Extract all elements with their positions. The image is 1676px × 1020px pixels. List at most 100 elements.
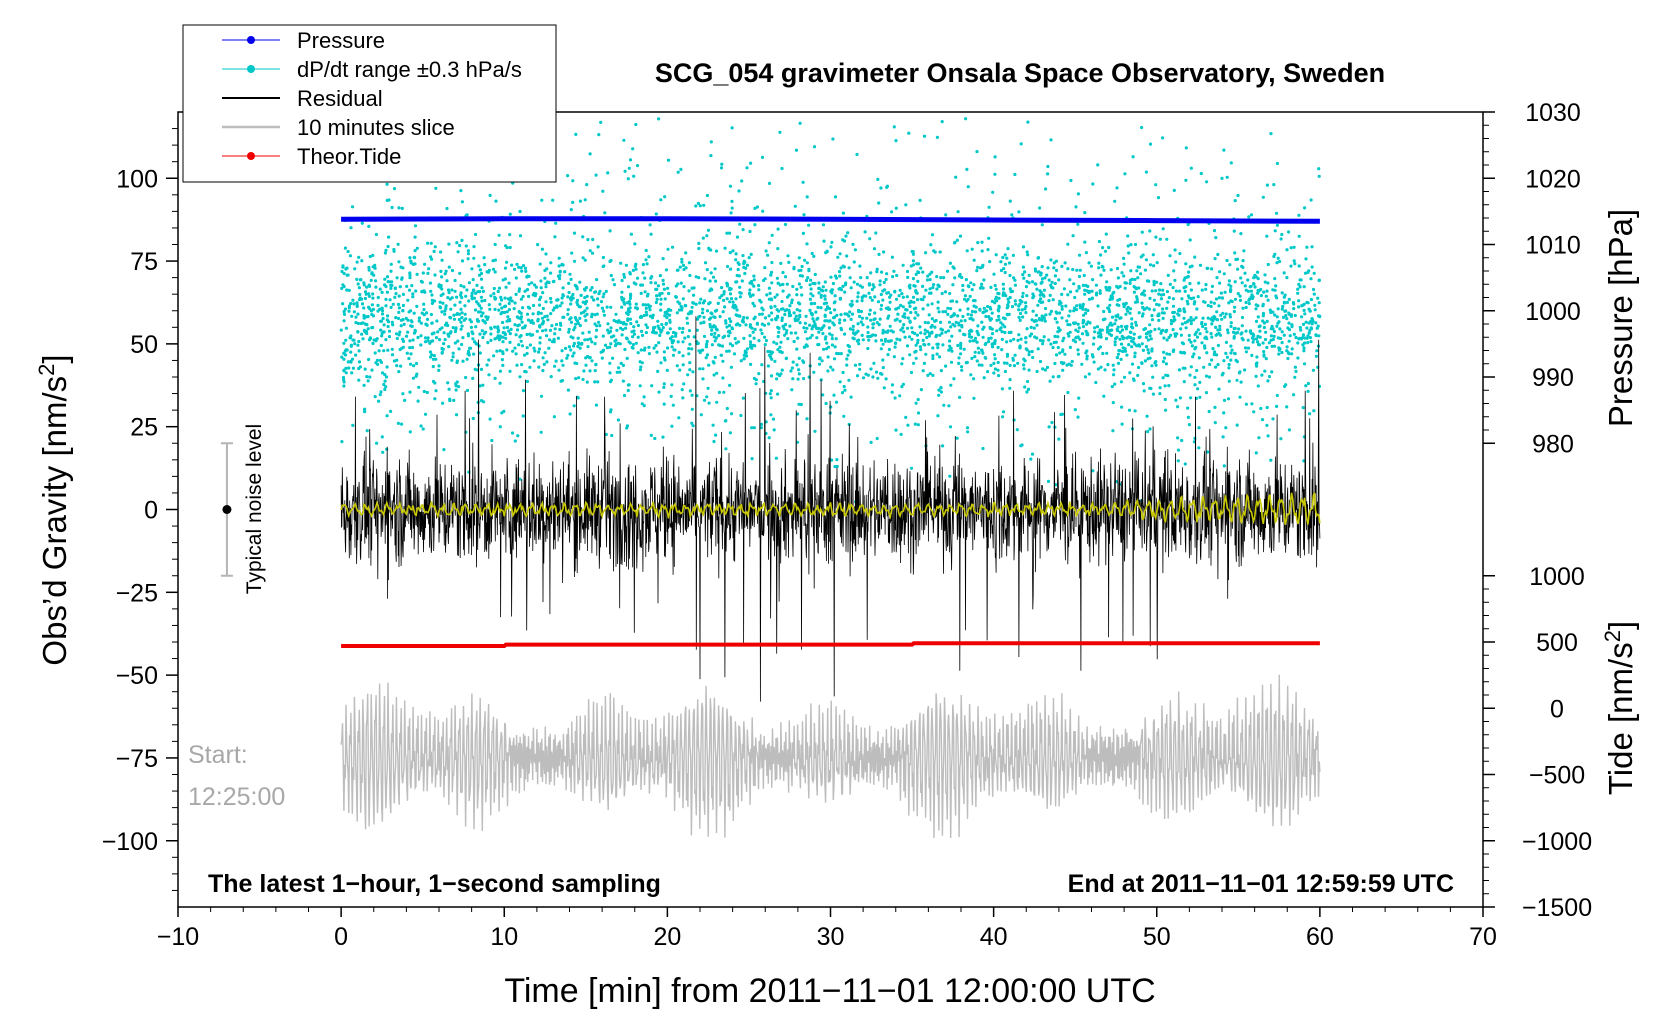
dpdt-point [825, 341, 829, 345]
dpdt-point [493, 307, 497, 311]
dpdt-point [960, 368, 964, 372]
dpdt-point [509, 327, 513, 331]
dpdt-point [501, 335, 505, 339]
dpdt-point [879, 347, 883, 351]
dpdt-point [1252, 410, 1256, 414]
dpdt-point [681, 326, 685, 331]
dpdt-point [373, 395, 377, 399]
dpdt-point [1040, 265, 1044, 269]
dpdt-point [1232, 309, 1236, 314]
dpdt-point [988, 305, 992, 310]
dpdt-point [662, 385, 666, 389]
dpdt-point [432, 354, 436, 358]
dpdt-point [558, 277, 562, 281]
dpdt-point [833, 308, 837, 312]
dpdt-point [1277, 352, 1281, 356]
dpdt-point [589, 288, 593, 292]
dpdt-point [636, 335, 640, 339]
dpdt-point [770, 311, 774, 315]
dpdt-point [741, 254, 745, 258]
dpdt-point [642, 395, 646, 399]
dpdt-point [643, 346, 647, 350]
dpdt-point [472, 352, 476, 356]
dpdt-point [1159, 297, 1163, 301]
dpdt-point [398, 285, 402, 289]
dpdt-point [869, 440, 873, 444]
dpdt-point [621, 363, 626, 367]
dpdt-point [1139, 255, 1143, 259]
dpdt-point [1209, 332, 1213, 336]
dpdt-point [647, 255, 651, 259]
dpdt-point [871, 333, 875, 337]
dpdt-point [1266, 379, 1270, 383]
dpdt-point [899, 303, 903, 307]
dpdt-point [483, 263, 487, 267]
dpdt-point [454, 327, 458, 331]
dpdt-point [759, 426, 764, 430]
dpdt-point [349, 344, 353, 348]
dpdt-point [572, 344, 576, 348]
x-tick-label: −10 [157, 923, 199, 951]
dpdt-point [420, 290, 424, 294]
dpdt-point [898, 319, 902, 323]
dpdt-point [1270, 324, 1274, 328]
dpdt-point [430, 293, 434, 297]
dpdt-point [901, 326, 905, 330]
dpdt-point [972, 377, 976, 381]
dpdt-point [1140, 342, 1144, 346]
dpdt-point [1140, 314, 1145, 318]
dpdt-point [429, 255, 433, 259]
dpdt-point [1047, 338, 1051, 342]
dpdt-point [681, 297, 685, 301]
dpdt-point [478, 384, 482, 388]
dpdt-point [953, 324, 957, 328]
dpdt-point [465, 288, 469, 292]
dpdt-point [1066, 390, 1070, 395]
dpdt-point [856, 322, 860, 326]
dpdt-point [1213, 350, 1217, 354]
dpdt-point [818, 357, 822, 361]
dpdt-point [1283, 384, 1287, 388]
dpdt-point [349, 360, 353, 364]
dpdt-point [1142, 389, 1146, 393]
dpdt-point [942, 403, 946, 407]
dpdt-point [930, 330, 934, 334]
dpdt-point [1220, 296, 1224, 300]
dpdt-point [623, 347, 627, 352]
dpdt-point [651, 313, 655, 317]
dpdt-point [1081, 341, 1085, 345]
dpdt-point [882, 250, 886, 254]
dpdt-point [868, 237, 872, 241]
dpdt-point [1292, 302, 1296, 306]
dpdt-point [400, 206, 404, 210]
dpdt-point [789, 331, 793, 335]
dpdt-point [999, 268, 1004, 273]
dpdt-point [1222, 359, 1226, 363]
dpdt-point [1140, 301, 1144, 305]
dpdt-point [935, 352, 939, 356]
dpdt-point [779, 340, 783, 344]
dpdt-point [1019, 142, 1023, 146]
dpdt-point [1050, 420, 1054, 425]
dpdt-point [909, 466, 914, 470]
dpdt-point [942, 276, 946, 280]
dpdt-point [454, 413, 459, 417]
dpdt-point [441, 347, 445, 351]
dpdt-point [368, 336, 372, 341]
dpdt-point [705, 339, 709, 344]
dpdt-point [480, 286, 484, 290]
dpdt-point [1249, 213, 1254, 217]
dpdt-point [403, 398, 407, 402]
dpdt-point [408, 390, 412, 394]
dpdt-point [829, 275, 833, 279]
dpdt-point [1016, 338, 1020, 342]
dpdt-point [1265, 405, 1269, 410]
dpdt-point [1005, 361, 1009, 365]
dpdt-point [840, 391, 845, 395]
dpdt-point [905, 269, 910, 274]
dpdt-point [1263, 369, 1267, 373]
dpdt-point [626, 388, 630, 393]
dpdt-point [1172, 315, 1176, 319]
dpdt-point [1122, 256, 1126, 260]
dpdt-point [677, 308, 682, 312]
